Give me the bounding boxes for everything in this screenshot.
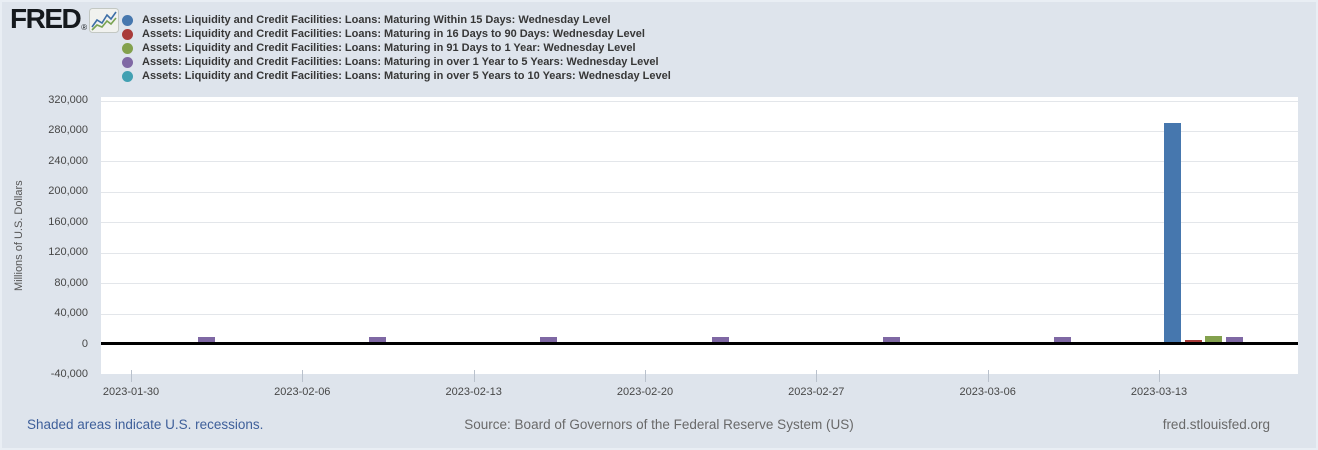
bar-1-to-5-years-2023-03-01[interactable] (882, 336, 900, 344)
y-tick-label-200,000: 200,000 (48, 185, 88, 198)
y-tick-label-120,000: 120,000 (48, 246, 88, 259)
x-tick-label-2023-02-06: 2023-02-06 (274, 386, 331, 398)
y-axis-title: Millions of U.S. Dollars (13, 180, 25, 291)
bar-within-15-days-2023-03-15[interactable] (1164, 123, 1181, 344)
x-tick-label-2023-01-30: 2023-01-30 (102, 386, 160, 398)
gridline-y-200000 (101, 191, 1298, 193)
gridline-y-160000 (101, 222, 1298, 224)
bar-1-to-5-years-2023-02-22[interactable] (711, 336, 729, 344)
x-tick-label-2023-03-06: 2023-03-06 (959, 386, 1016, 398)
gridline-y-40000 (101, 313, 1298, 315)
gridline-y-120000 (101, 252, 1298, 254)
gridline-y-320000 (101, 100, 1298, 102)
x-tick-label-2023-02-20: 2023-02-20 (616, 386, 674, 398)
legend-label: Assets: Liquidity and Credit Facilities:… (142, 56, 659, 68)
legend: Assets: Liquidity and Credit Facilities:… (122, 13, 671, 83)
registered-trademark: ® (81, 23, 88, 32)
bar-91-days-to-1-year-2023-03-15[interactable] (1205, 336, 1222, 344)
x-tick-mark-2023-02-13 (473, 370, 475, 382)
sparkline-chart-icon (89, 8, 120, 38)
x-tick-label-2023-02-13: 2023-02-13 (445, 386, 502, 398)
x-tick-mark-2023-02-20 (645, 370, 646, 382)
gridline-y-240000 (101, 161, 1298, 163)
legend-item-16-to-90-days[interactable]: Assets: Liquidity and Credit Facilities:… (122, 27, 671, 41)
legend-dot-16-to-90-days (122, 28, 133, 40)
x-tick-label-2023-03-13: 2023-03-13 (1130, 386, 1188, 398)
source-text[interactable]: Source: Board of Governors of the Federa… (464, 417, 854, 432)
legend-dot-5-to-10-years (122, 70, 133, 82)
legend-dot-within-15-days (122, 14, 133, 26)
bar-1-to-5-years-2023-02-15[interactable] (540, 336, 558, 344)
x-tick-mark-2023-01-30 (131, 370, 132, 382)
fred-logo[interactable]: FRED ® (10, 3, 120, 38)
legend-item-91-days-to-1-year[interactable]: Assets: Liquidity and Credit Facilities:… (122, 41, 671, 55)
legend-label: Assets: Liquidity and Credit Facilities:… (142, 70, 671, 82)
footer: Shaded areas indicate U.S. recessions. S… (0, 417, 1318, 437)
legend-dot-91-days-to-1-year (122, 42, 133, 54)
bar-1-to-5-years-2023-03-15[interactable] (1225, 336, 1243, 344)
gridline-y-280000 (101, 130, 1298, 132)
legend-item-5-to-10-years[interactable]: Assets: Liquidity and Credit Facilities:… (122, 69, 671, 83)
legend-label: Assets: Liquidity and Credit Facilities:… (142, 42, 636, 54)
legend-dot-1-to-5-years (122, 56, 133, 68)
plot-area (101, 97, 1298, 374)
legend-label: Assets: Liquidity and Credit Facilities:… (142, 14, 611, 26)
bar-1-to-5-years-2023-02-08[interactable] (368, 336, 386, 344)
legend-item-within-15-days[interactable]: Assets: Liquidity and Credit Facilities:… (122, 13, 671, 27)
fred-site-link[interactable]: fred.stlouisfed.org (1162, 417, 1270, 432)
bar-16-to-90-days-2023-03-15[interactable] (1184, 339, 1202, 344)
y-tick-label-40,000: 40,000 (54, 307, 88, 320)
fred-logo-text: FRED (10, 3, 82, 34)
x-tick-mark-2023-03-13 (1159, 370, 1160, 382)
y-tick-label-80,000: 80,000 (54, 276, 88, 289)
x-tick-mark-2023-02-27 (816, 370, 818, 382)
gridline-y-80000 (101, 283, 1298, 285)
legend-item-1-to-5-years[interactable]: Assets: Liquidity and Credit Facilities:… (122, 55, 671, 69)
recessions-note-link[interactable]: Shaded areas indicate U.S. recessions. (27, 417, 264, 432)
x-tick-mark-2023-02-06 (302, 370, 304, 382)
y-tick-label--40,000: -40,000 (50, 367, 88, 380)
y-tick-label-280,000: 280,000 (48, 124, 88, 137)
y-tick-label-240,000: 240,000 (48, 154, 88, 167)
bar-1-to-5-years-2023-03-08[interactable] (1054, 336, 1072, 344)
y-tick-label-0: 0 (81, 337, 88, 350)
x-tick-mark-2023-03-06 (987, 370, 989, 382)
y-tick-label-160,000: 160,000 (48, 215, 88, 228)
bar-1-to-5-years-2023-02-01[interactable] (197, 336, 215, 344)
zero-axis-line (101, 342, 1298, 345)
legend-label: Assets: Liquidity and Credit Facilities:… (142, 28, 645, 40)
y-tick-label-320,000: 320,000 (48, 94, 88, 106)
x-tick-label-2023-02-27: 2023-02-27 (788, 386, 845, 398)
